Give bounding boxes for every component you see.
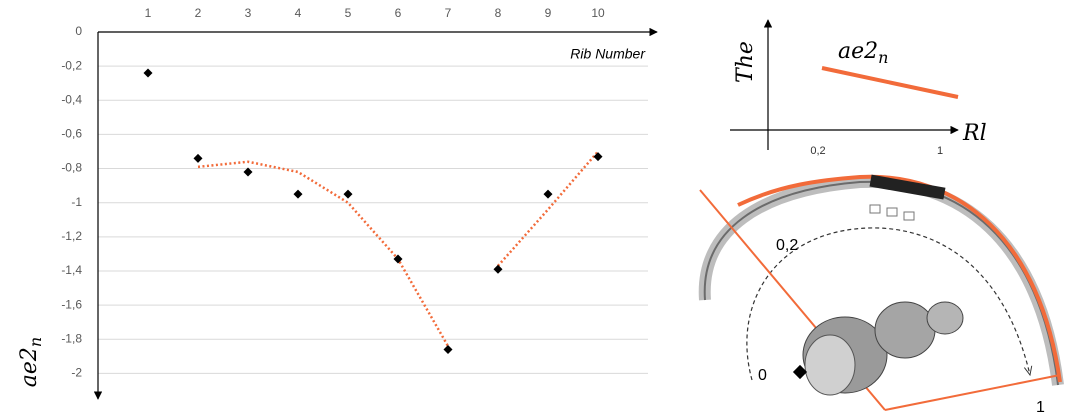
trend-line bbox=[197, 160, 450, 347]
trend-line bbox=[497, 150, 599, 267]
data-point bbox=[243, 167, 253, 177]
inset-curve bbox=[821, 66, 959, 99]
inset-curve-label: ae2n bbox=[838, 39, 888, 67]
scatter-plot: 0 -0,2 -0,4 -0,6 -0,8 -1 -1,2 -1,4 -1,6 -1,8 -2 1 2 3… bbox=[61, 6, 658, 400]
x-tick-label: 10 bbox=[591, 6, 605, 20]
rib-marker bbox=[869, 174, 946, 200]
vertebra bbox=[874, 301, 936, 359]
data-point bbox=[443, 344, 453, 354]
data-point bbox=[143, 68, 153, 78]
rib-outline bbox=[703, 180, 1059, 386]
data-point bbox=[493, 264, 503, 274]
data-point bbox=[393, 254, 403, 264]
y-tick-label: -0,2 bbox=[61, 58, 82, 72]
y-tick-label: -0,6 bbox=[61, 127, 82, 141]
x-tick-label: 9 bbox=[545, 6, 552, 20]
ray bbox=[884, 374, 1061, 411]
x-tick-label: 7 bbox=[445, 6, 452, 20]
path-arrow bbox=[746, 227, 1030, 381]
y-tick-label: -1,8 bbox=[61, 331, 82, 345]
data-point bbox=[593, 152, 603, 162]
rib-box bbox=[886, 207, 898, 217]
rib-illustration: 0,2 0 1 bbox=[698, 174, 1064, 412]
data-point bbox=[343, 189, 353, 199]
y-tick-label: -1,6 bbox=[61, 297, 82, 311]
y-axis-title-base: ae2 bbox=[17, 347, 42, 387]
y-axis-title: ae2n bbox=[17, 337, 45, 387]
inset-y-label: The bbox=[733, 41, 758, 83]
rib-box bbox=[903, 211, 915, 221]
origin-diamond bbox=[792, 364, 808, 380]
vertebra bbox=[926, 301, 964, 335]
inset-tick-label: 0,2 bbox=[810, 145, 825, 157]
x-tick-label: 6 bbox=[395, 6, 402, 20]
y-tick-label: -2 bbox=[71, 366, 82, 380]
data-point bbox=[293, 189, 303, 199]
vertebra bbox=[804, 334, 856, 396]
x-tick-label: 8 bbox=[495, 6, 502, 20]
path-label: 0 bbox=[758, 367, 767, 384]
rib-arc bbox=[737, 174, 1062, 383]
x-tick-label: 2 bbox=[195, 6, 202, 20]
rib-box bbox=[869, 204, 881, 214]
inset-x-label: Rl bbox=[962, 121, 987, 146]
x-axis-title: Rib Number bbox=[570, 46, 646, 62]
inset-curve-label-base: ae2 bbox=[838, 39, 878, 64]
y-tick-label: -0,4 bbox=[61, 92, 82, 106]
inset-axes: The Rl ae2n 0,2 1 bbox=[730, 19, 987, 157]
x-tick-label: 5 bbox=[345, 6, 352, 20]
y-tick-label: -1,2 bbox=[61, 229, 82, 243]
y-tick-label: -1 bbox=[71, 195, 82, 209]
y-tick-label: -1,4 bbox=[61, 263, 82, 277]
inset-curve-label-sub: n bbox=[878, 48, 888, 67]
x-tick-label: 3 bbox=[245, 6, 252, 20]
path-label: 0,2 bbox=[776, 237, 798, 254]
data-point bbox=[543, 189, 553, 199]
data-point bbox=[193, 153, 203, 163]
path-label: 1 bbox=[1036, 399, 1045, 412]
inset-tick-label: 1 bbox=[937, 145, 943, 157]
y-tick-label: -0,8 bbox=[61, 161, 82, 175]
y-tick-label: 0 bbox=[75, 24, 82, 38]
x-tick-label: 4 bbox=[295, 6, 302, 20]
y-axis-title-sub: n bbox=[26, 337, 45, 347]
x-tick-label: 1 bbox=[145, 6, 152, 20]
